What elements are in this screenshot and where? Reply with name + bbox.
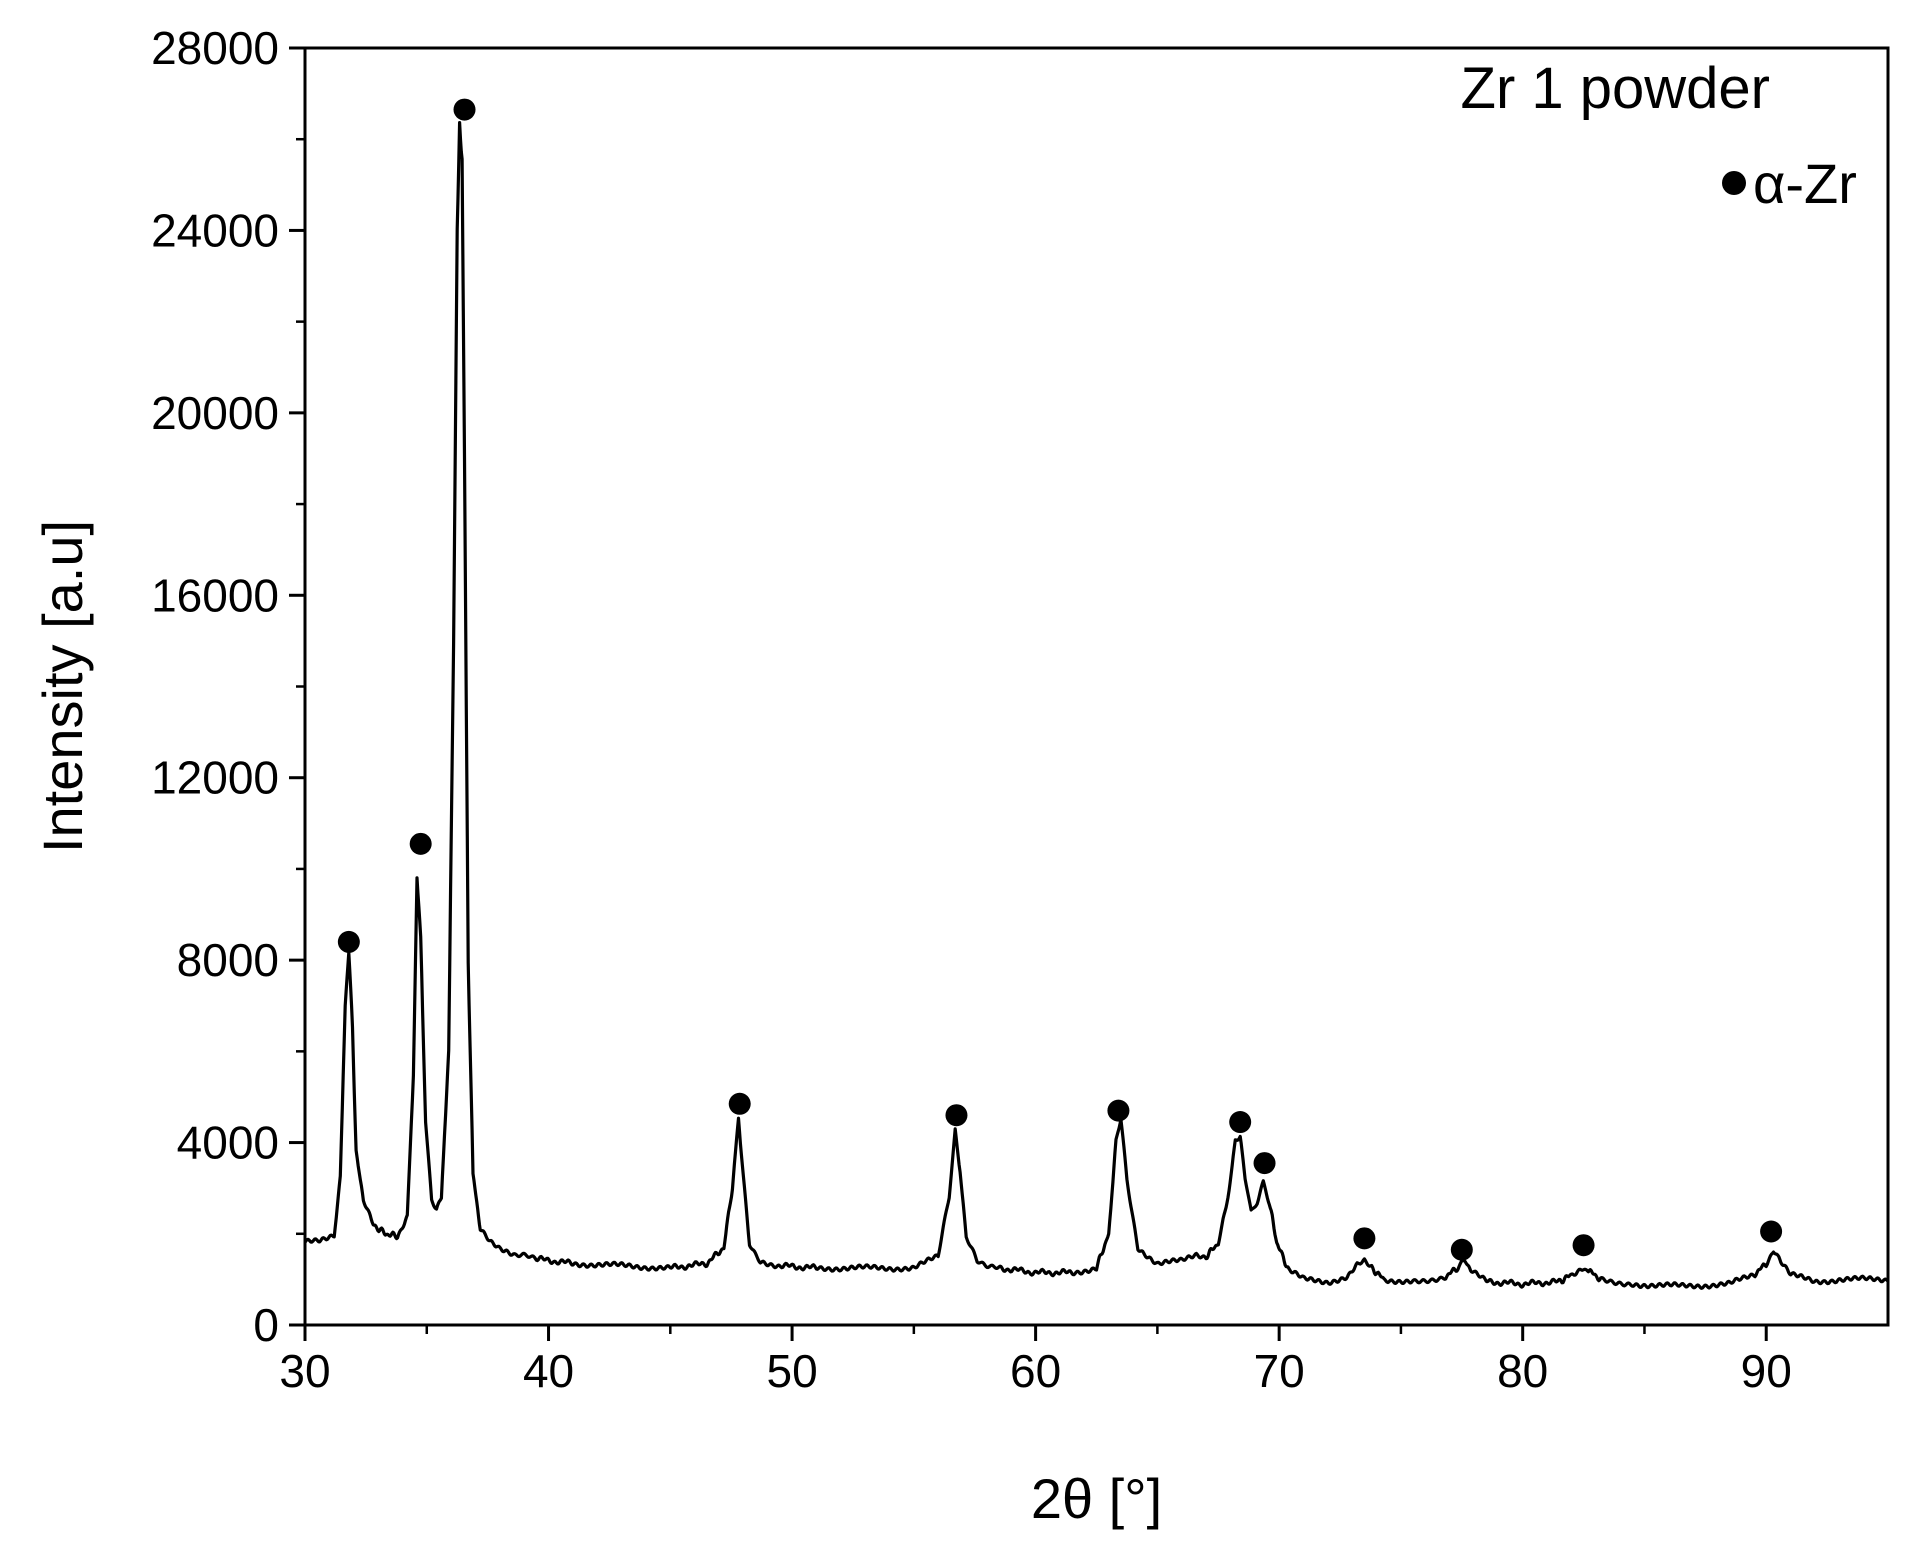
x-axis-label: 2θ [°] bbox=[1031, 1467, 1162, 1530]
alpha-zr-peak-marker bbox=[1572, 1234, 1595, 1257]
y-tick-label: 28000 bbox=[151, 22, 279, 74]
alpha-zr-peak-marker bbox=[728, 1092, 751, 1115]
legend-label: α-Zr bbox=[1753, 152, 1857, 215]
plot-frame bbox=[303, 46, 1890, 1327]
y-axis-label: Intensity [a.u] bbox=[31, 520, 94, 853]
x-tick-label: 80 bbox=[1497, 1345, 1548, 1397]
peak-markers bbox=[337, 98, 1783, 1261]
alpha-zr-peak-marker bbox=[1450, 1238, 1473, 1261]
x-tick-label: 30 bbox=[279, 1345, 330, 1397]
x-tick-label: 70 bbox=[1254, 1345, 1305, 1397]
y-tick-label: 12000 bbox=[151, 752, 279, 804]
legend-marker-icon bbox=[1722, 171, 1746, 195]
y-tick-label: 8000 bbox=[177, 934, 279, 986]
x-tick-label: 40 bbox=[523, 1345, 574, 1397]
y-tick-label: 20000 bbox=[151, 387, 279, 439]
y-tick-label: 16000 bbox=[151, 569, 279, 621]
alpha-zr-peak-marker bbox=[337, 930, 360, 953]
alpha-zr-peak-marker bbox=[1253, 1152, 1276, 1175]
chart-title: Zr 1 powder bbox=[1461, 56, 1770, 121]
axis-ticks: 30 40 50 60 70 80 90 0 4000 8000 12000 16000 20000 24… bbox=[151, 22, 1792, 1397]
legend: α-Zr bbox=[1722, 152, 1857, 215]
y-tick-label: 0 bbox=[253, 1299, 279, 1351]
y-tick-label: 24000 bbox=[151, 204, 279, 256]
alpha-zr-peak-marker bbox=[945, 1104, 968, 1127]
x-tick-label: 90 bbox=[1741, 1345, 1792, 1397]
y-tick-label: 4000 bbox=[177, 1117, 279, 1169]
alpha-zr-peak-marker bbox=[453, 98, 476, 121]
series-line bbox=[303, 120, 1890, 1290]
alpha-zr-peak-marker bbox=[1107, 1099, 1130, 1122]
alpha-zr-peak-marker bbox=[1353, 1227, 1376, 1250]
alpha-zr-peak-marker bbox=[409, 832, 432, 855]
alpha-zr-peak-marker bbox=[1229, 1111, 1252, 1134]
x-tick-label: 50 bbox=[766, 1345, 817, 1397]
x-tick-label: 60 bbox=[1010, 1345, 1061, 1397]
series-layer bbox=[303, 120, 1890, 1290]
alpha-zr-peak-marker bbox=[1760, 1220, 1783, 1243]
